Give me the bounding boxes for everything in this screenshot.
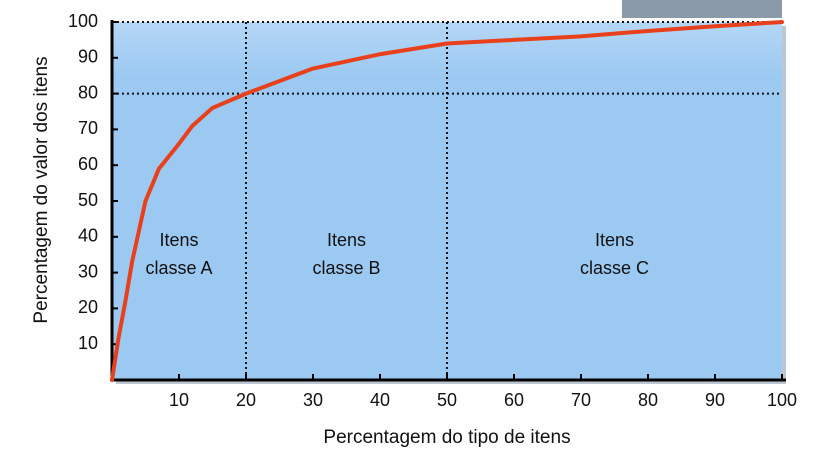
y-tick-label: 50: [78, 190, 98, 210]
x-tick-label: 50: [437, 390, 457, 410]
chart: Percentagem do tipo de itens Percentagem…: [0, 0, 818, 451]
x-tick-label: 60: [504, 390, 524, 410]
y-tick-label: 20: [78, 297, 98, 317]
y-tick-label: 40: [78, 226, 98, 246]
region-label: classe B: [312, 258, 380, 278]
y-tick-label: 100: [68, 11, 98, 31]
y-tick-label: 90: [78, 47, 98, 67]
y-tick-label: 30: [78, 261, 98, 281]
x-tick-label: 100: [767, 390, 797, 410]
plot-highlight: [112, 22, 782, 380]
x-tick-label: 10: [169, 390, 189, 410]
x-tick-label: 90: [705, 390, 725, 410]
x-tick-label: 40: [370, 390, 390, 410]
y-tick-label: 60: [78, 154, 98, 174]
y-tick-label: 70: [78, 118, 98, 138]
region-label: Itens: [327, 230, 366, 250]
x-tick-label: 30: [303, 390, 323, 410]
x-tick-label: 20: [236, 390, 256, 410]
y-tick-label: 80: [78, 82, 98, 102]
region-label: classe C: [580, 258, 649, 278]
page: {"chart_data": {"type": "line", "xlabel"…: [0, 0, 818, 451]
region-label: classe A: [145, 258, 212, 278]
photo-fragment: [622, 0, 782, 18]
x-axis-title: Percentagem do tipo de itens: [323, 427, 570, 448]
y-axis-title: Percentagem do valor dos itens: [31, 56, 52, 323]
region-label: Itens: [159, 230, 198, 250]
region-label: Itens: [595, 230, 634, 250]
x-tick-label: 80: [638, 390, 658, 410]
x-tick-label: 70: [571, 390, 591, 410]
y-tick-label: 10: [78, 333, 98, 353]
